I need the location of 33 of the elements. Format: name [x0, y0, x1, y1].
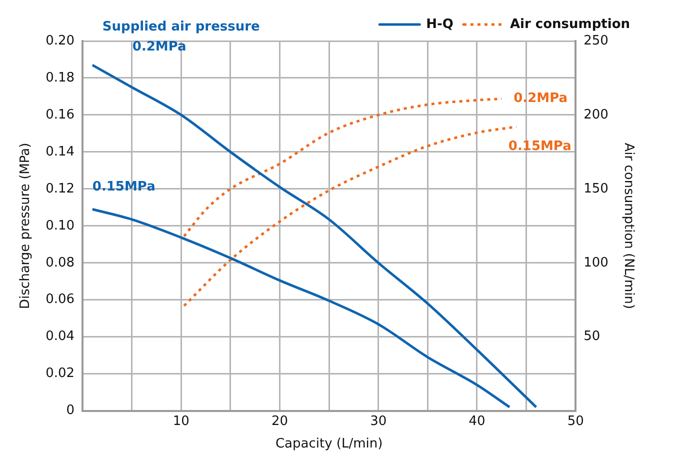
annotation: 0.15MPa — [508, 139, 572, 154]
y2-tick-label: 150 — [584, 181, 608, 196]
y2-tick-label: 250 — [584, 33, 608, 48]
annotation: 0.15MPa — [92, 180, 156, 195]
legend-label: Air consumption — [510, 16, 630, 32]
x-tick-label: 10 — [172, 414, 190, 429]
y-axis-title: Discharge pressure (MPa) — [18, 142, 34, 309]
y2-tick-label: 200 — [584, 107, 608, 122]
y-tick-label: 0.10 — [46, 218, 75, 234]
legend-label: H-Q — [426, 16, 454, 32]
x-tick-label: 40 — [468, 414, 486, 429]
y-tick-label: 0.08 — [46, 255, 75, 270]
y-tick-label: 0.16 — [46, 107, 75, 122]
y2-tick-label: 50 — [584, 329, 600, 344]
y2-tick-label: 100 — [584, 255, 608, 270]
y-tick-label: 0.06 — [46, 292, 75, 308]
x-tick-label: 50 — [567, 414, 584, 429]
line-series — [182, 97, 503, 238]
annotation: 0.2MPa — [132, 39, 186, 54]
y-tick-label: 0.20 — [46, 33, 75, 48]
x-tick-label: 20 — [271, 414, 288, 429]
y2-axis-title: Air consumption (NL/min) — [620, 142, 636, 310]
y-tick-label: 0.18 — [46, 70, 75, 86]
y-tick-label: 0.02 — [46, 366, 75, 382]
x-axis-title: Capacity (L/min) — [275, 436, 383, 452]
line-series — [91, 208, 511, 408]
x-tick-label: 30 — [370, 414, 387, 429]
y-tick-label: 0 — [66, 403, 75, 418]
text: Supplied air pressure — [102, 19, 260, 34]
y-tick-label: 0.12 — [46, 181, 75, 196]
y-tick-label: 0.04 — [46, 329, 75, 344]
y-tick-label: 0.14 — [46, 144, 75, 160]
annotation: 0.2MPa — [514, 91, 568, 106]
